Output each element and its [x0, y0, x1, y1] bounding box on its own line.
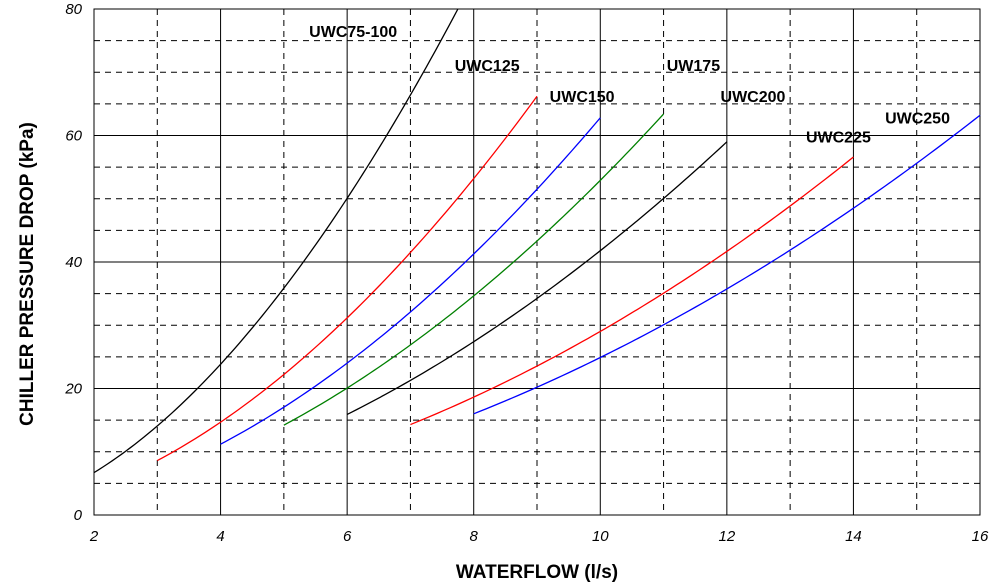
x-tick-label: 12 [719, 528, 736, 545]
series-label-uwc225: UWC225 [806, 129, 871, 146]
plot-frame [93, 8, 981, 516]
x-tick-label: 2 [89, 528, 99, 545]
y-tick-label: 0 [74, 507, 83, 524]
y-tick-label: 80 [65, 1, 82, 18]
y-tick-label: 40 [65, 254, 82, 271]
series-line-uwc125 [156, 95, 538, 462]
x-tick-label: 8 [470, 528, 479, 545]
series-lines [93, 8, 981, 474]
y-tick-label: 60 [65, 128, 82, 145]
x-tick-label: 16 [972, 528, 989, 545]
tick-labels: 2 4 6 8 10 12 14 16 0 20 40 60 80 [64, 1, 989, 545]
minor-grid [94, 9, 980, 515]
series-line-uwc200 [346, 141, 728, 416]
x-axis-title: WATERFLOW (l/s) [456, 562, 618, 583]
x-tick-label: 6 [343, 528, 352, 545]
series-label-uw175: UW175 [667, 58, 720, 75]
series-line-uwc250 [473, 114, 981, 415]
y-tick-label: 20 [64, 381, 82, 398]
series-line-uwc150 [220, 117, 601, 445]
series-label-uwc150: UWC150 [550, 89, 615, 106]
y-axis-title: CHILLER PRESSURE DROP (kPa) [17, 122, 38, 426]
series-label-uwc125: UWC125 [455, 58, 520, 75]
major-grid [93, 8, 981, 516]
x-tick-label: 4 [216, 528, 224, 545]
x-tick-label: 10 [592, 528, 609, 545]
series-label-uwc250: UWC250 [885, 110, 950, 127]
series-line-uwc225 [410, 156, 854, 426]
series-line-uwc75-100 [93, 8, 459, 474]
series-label-uwc200: UWC200 [721, 89, 786, 106]
series-label-uwc75-100: UWC75-100 [309, 24, 397, 41]
x-tick-label: 14 [845, 528, 862, 545]
series-line-uw175 [283, 113, 665, 426]
